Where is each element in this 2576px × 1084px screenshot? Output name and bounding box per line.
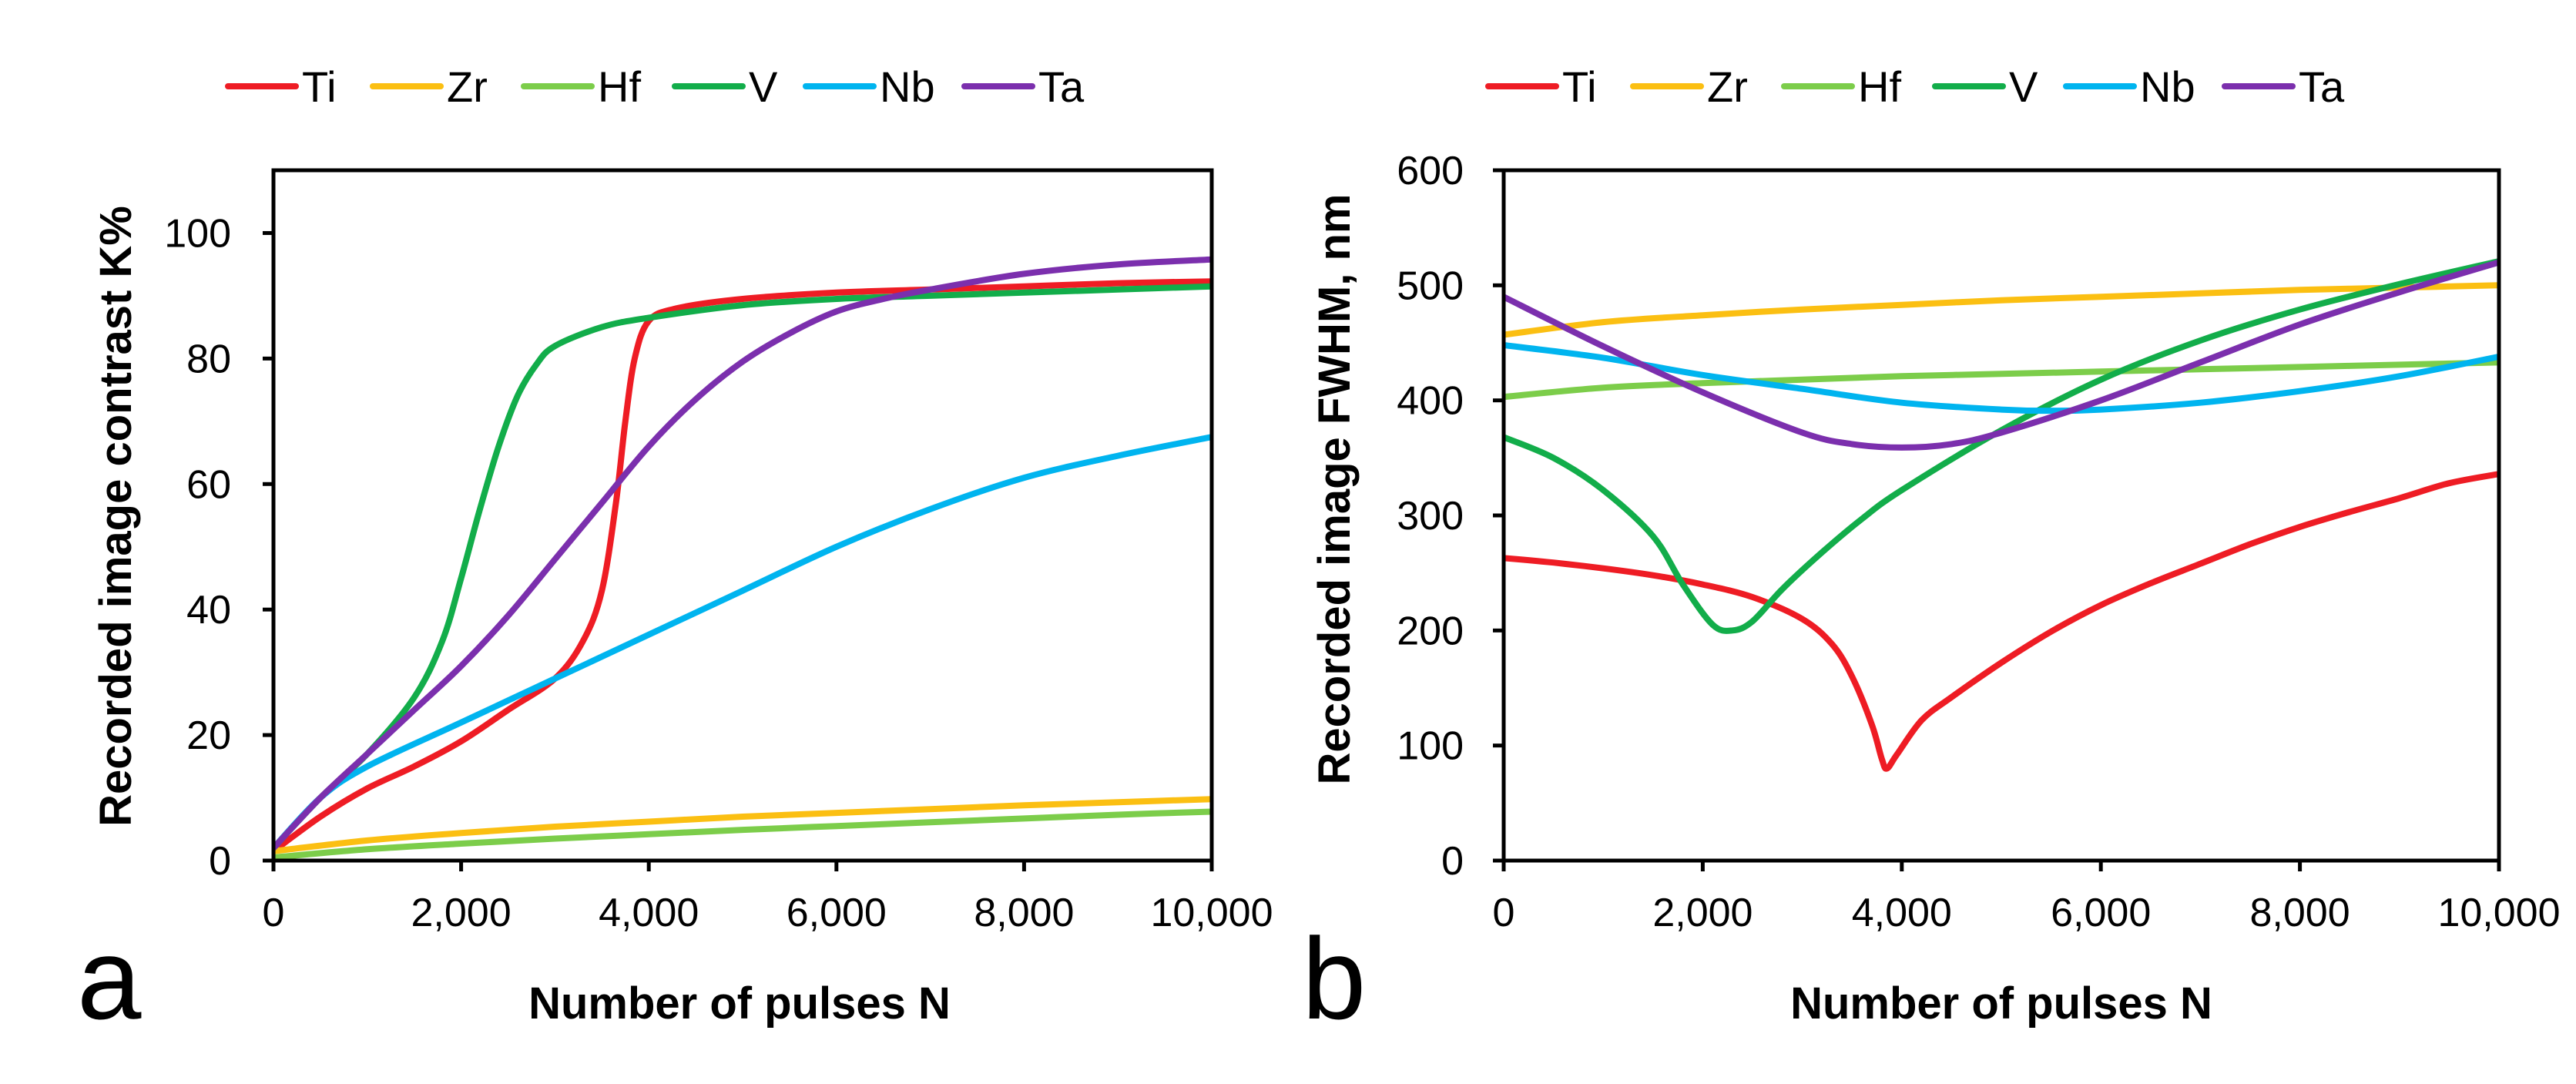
y-tick-label: 0	[209, 839, 231, 884]
panel-a-plot-area	[271, 168, 1214, 863]
legend-label-v: V	[749, 62, 778, 111]
panel-a-plot-frame	[271, 168, 1214, 863]
panel-a-series-zr	[273, 796, 1212, 854]
legend-label-zr: Zr	[447, 62, 488, 111]
panel-b-chart: Ti Zr Hf V Nb Ta Recorded image FWHM, nm 0 100…	[1302, 62, 2561, 1043]
x-tick-label: 0	[263, 891, 285, 935]
panel-b-series-hf	[1504, 359, 2499, 401]
legend-label-v: V	[2009, 62, 2038, 111]
y-tick-label: 500	[1397, 263, 1464, 308]
panel-b-y-axis-title: Recorded image FWHM, nm	[1310, 194, 1360, 785]
y-tick-label: 600	[1397, 149, 1464, 193]
panel-a-series-ta	[273, 256, 1212, 851]
x-tick-label: 8,000	[2250, 891, 2350, 935]
y-tick-label: 0	[1441, 839, 1464, 884]
panel-a-label: a	[77, 914, 142, 1043]
panel-a-x-ticks: 0 2,000 4,000 6,000 8,000 10,000	[263, 861, 1273, 935]
panel-b-series-zr	[1504, 282, 2499, 338]
panel-b-series-nb	[1504, 342, 2499, 414]
x-tick-label: 4,000	[1852, 891, 1952, 935]
x-tick-label: 2,000	[1652, 891, 1753, 935]
panel-a-series-v	[273, 283, 1212, 851]
panel-b-plot-area	[1501, 168, 2501, 863]
panel-b-y-ticks: 0 100 200 300 400 500 600	[1397, 149, 1504, 884]
panel-a-chart: Ti Zr Hf V Nb Ta Recorded image contrast K% 0…	[77, 62, 1273, 1043]
legend-label-hf: Hf	[598, 62, 641, 111]
y-tick-label: 80	[186, 337, 231, 381]
legend-label-nb: Nb	[2140, 62, 2195, 111]
x-tick-label: 10,000	[2437, 891, 2560, 935]
y-tick-label: 200	[1397, 609, 1464, 653]
panel-b-plot-frame	[1501, 168, 2501, 863]
panel-a-y-axis-title: Recorded image contrast K%	[91, 206, 141, 827]
y-tick-label: 100	[1397, 724, 1464, 769]
panel-a-series-ti	[273, 278, 1212, 854]
y-tick-label: 40	[186, 588, 231, 633]
legend-label-hf: Hf	[1858, 62, 1901, 111]
legend-label-ti: Ti	[1562, 62, 1597, 111]
y-tick-label: 300	[1397, 494, 1464, 539]
x-tick-label: 0	[1493, 891, 1515, 935]
legend-label-nb: Nb	[880, 62, 935, 111]
x-tick-label: 8,000	[974, 891, 1074, 935]
panel-b-series-v	[1504, 258, 2499, 634]
legend-label-ta: Ta	[2299, 62, 2345, 111]
x-tick-label: 2,000	[411, 891, 512, 935]
panel-a-series-nb	[273, 434, 1212, 851]
panel-b-legend: Ti Zr Hf V Nb Ta	[1485, 62, 2345, 111]
panel-b-series-ta	[1504, 259, 2499, 451]
legend-label-ta: Ta	[1038, 62, 1085, 111]
y-tick-label: 100	[164, 211, 231, 256]
legend-label-zr: Zr	[1707, 62, 1748, 111]
x-tick-label: 10,000	[1150, 891, 1273, 935]
x-tick-label: 4,000	[599, 891, 699, 935]
y-tick-label: 20	[186, 713, 231, 758]
x-tick-label: 6,000	[2051, 891, 2151, 935]
x-tick-label: 6,000	[787, 891, 887, 935]
panel-a-x-axis-title: Number of pulses N	[528, 978, 951, 1029]
panel-b-x-axis-title: Number of pulses N	[1790, 978, 2212, 1029]
panel-a-legend: Ti Zr Hf V Nb Ta	[225, 62, 1085, 111]
y-tick-label: 400	[1397, 379, 1464, 424]
panel-b-series-ti	[1504, 471, 2499, 772]
panel-b-x-ticks: 0 2,000 4,000 6,000 8,000 10,000	[1493, 861, 2561, 935]
panel-a-y-ticks: 0 20 40 60 80 100	[164, 211, 273, 884]
panel-b-label: b	[1302, 914, 1366, 1043]
legend-label-ti: Ti	[302, 62, 337, 111]
panel-a-series-hf	[273, 808, 1212, 861]
y-tick-label: 60	[186, 462, 231, 507]
